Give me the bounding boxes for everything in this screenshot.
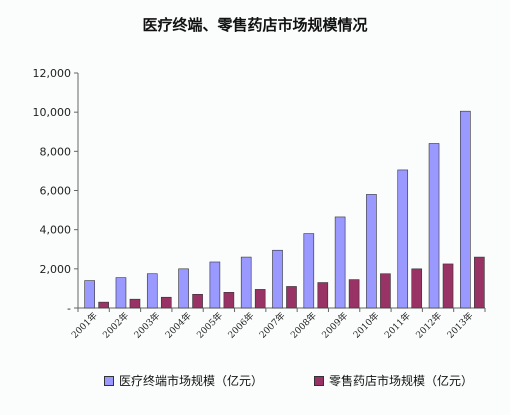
x-tick-label: 2004年 xyxy=(163,310,194,341)
bar-medical-terminal xyxy=(303,233,315,309)
bar-retail-pharmacy xyxy=(317,282,329,309)
bar-medical-terminal xyxy=(178,268,189,309)
legend-label-retail-pharmacy: 零售药店市场规模（亿元） xyxy=(329,374,474,388)
y-tick-label: 10,000 xyxy=(33,106,72,119)
bar-retail-pharmacy xyxy=(160,296,172,309)
x-tick-label: 2009年 xyxy=(319,310,350,341)
x-tick-label: 2013年 xyxy=(444,310,475,341)
x-tick-label: 2012年 xyxy=(413,310,444,341)
legend-item-medical-terminal: 医疗终端市场规模（亿元） xyxy=(104,372,263,389)
legend: 医疗终端市场规模（亿元） 零售药店市场规模（亿元） xyxy=(0,372,510,396)
bar-medical-terminal xyxy=(460,110,471,309)
legend-label-medical-terminal: 医疗终端市场规模（亿元） xyxy=(119,374,264,388)
x-tick-label: 2010年 xyxy=(350,310,381,341)
bar-medical-terminal xyxy=(84,280,95,309)
y-tick-label: 8,000 xyxy=(40,145,72,158)
legend-swatch-medical-terminal xyxy=(104,375,114,386)
x-tick-label: 2008年 xyxy=(288,310,319,341)
bar-retail-pharmacy xyxy=(223,292,235,309)
x-tick-label: 2007年 xyxy=(257,310,288,341)
bar-retail-pharmacy xyxy=(192,293,203,309)
y-tick-label: 12,000 xyxy=(33,67,72,80)
x-tick-label: 2006年 xyxy=(225,310,256,341)
y-tick-label: 2,000 xyxy=(40,263,72,276)
bar-medical-terminal xyxy=(146,273,158,309)
y-tick-label: - xyxy=(67,302,71,315)
legend-swatch-retail-pharmacy xyxy=(314,375,324,386)
x-tick-label: 2011年 xyxy=(382,310,413,341)
bar-medical-terminal xyxy=(240,256,252,309)
x-tick-label: 2002年 xyxy=(100,310,131,341)
bar-medical-terminal xyxy=(428,143,440,309)
y-tick-label: 6,000 xyxy=(40,185,72,198)
x-tick-label: 2001年 xyxy=(69,310,100,341)
bar-medical-terminal xyxy=(115,277,127,309)
x-tick-label: 2005年 xyxy=(194,310,225,341)
bar-medical-terminal xyxy=(397,169,409,309)
bar-retail-pharmacy xyxy=(380,273,391,309)
legend-item-retail-pharmacy: 零售药店市场规模（亿元） xyxy=(314,372,473,389)
bar-retail-pharmacy xyxy=(474,256,485,309)
chart-title: 医疗终端、零售药店市场规模情况 xyxy=(142,16,368,34)
bar-medical-terminal xyxy=(334,216,346,309)
bar-medical-terminal xyxy=(366,194,377,309)
bar-retail-pharmacy xyxy=(254,289,266,309)
y-tick-label: 4,000 xyxy=(40,224,72,237)
bar-retail-pharmacy xyxy=(129,298,141,309)
x-tick-label: 2003年 xyxy=(131,310,162,341)
bar-retail-pharmacy xyxy=(348,279,360,309)
bar-retail-pharmacy xyxy=(286,286,297,309)
bar-medical-terminal xyxy=(272,249,283,309)
bar-medical-terminal xyxy=(209,261,221,309)
bar-retail-pharmacy xyxy=(442,263,454,309)
bar-retail-pharmacy xyxy=(411,268,423,309)
bar-retail-pharmacy xyxy=(98,301,109,309)
